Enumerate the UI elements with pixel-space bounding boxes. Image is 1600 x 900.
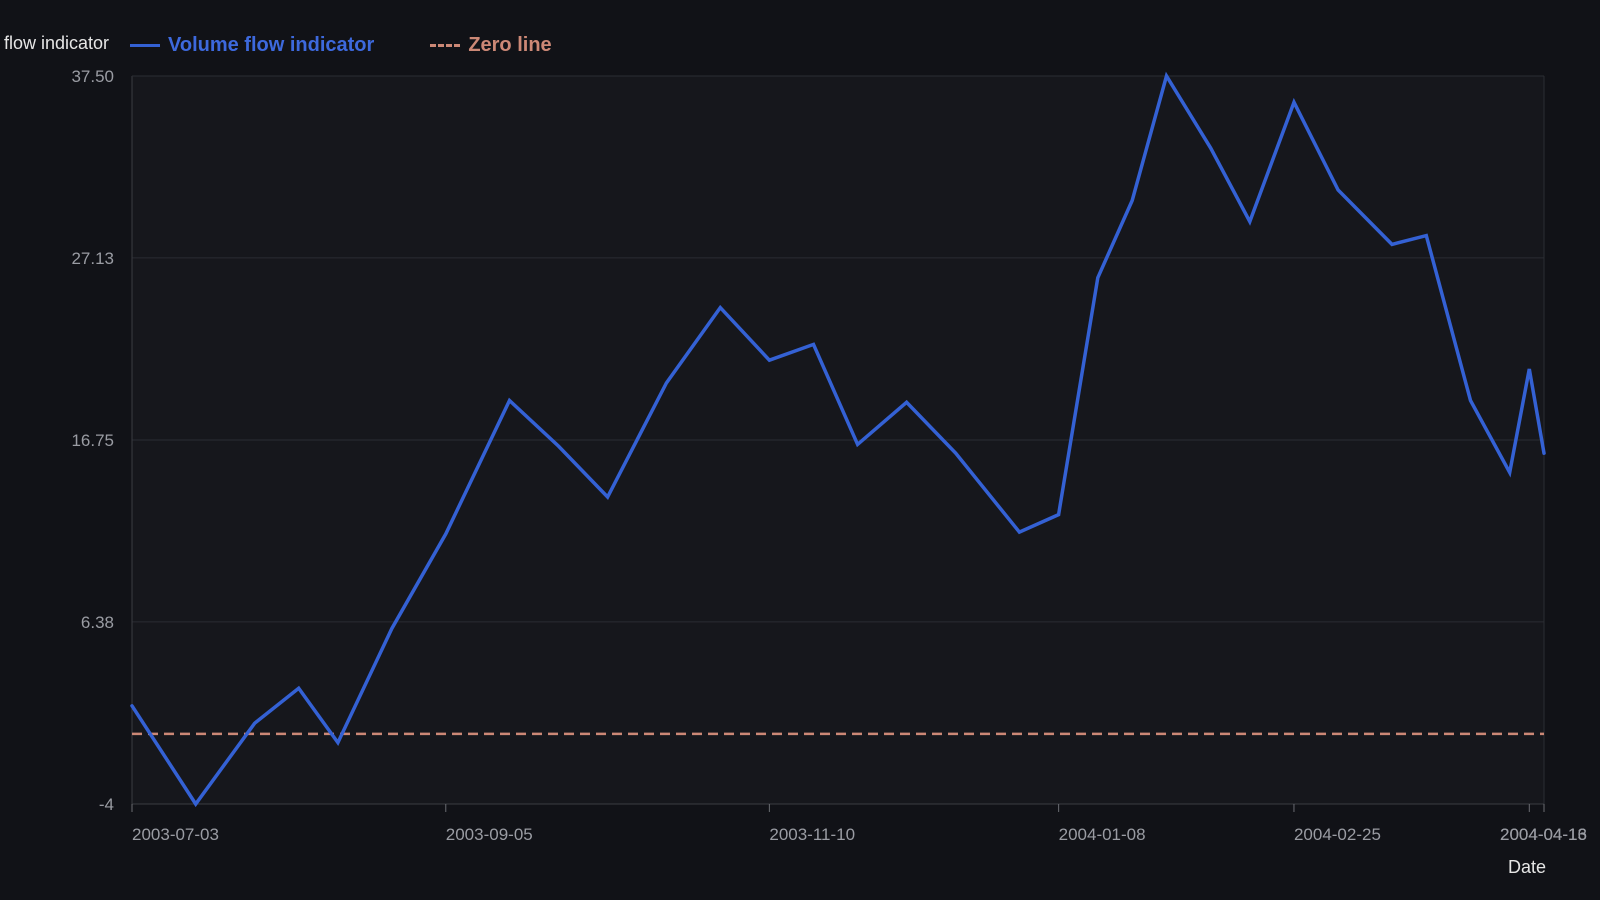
legend-label-volume: Volume flow indicator [168, 34, 375, 56]
volume-flow-line [130, 71, 1546, 808]
y-tick-label: 6.38 [81, 613, 114, 632]
x-tick-label: 2003-09-05 [446, 825, 533, 844]
x-tick-label: 2004-04-16 [1500, 825, 1587, 844]
y-tick-label: 16.75 [71, 431, 114, 450]
y-tick-label: 37.50 [71, 67, 114, 86]
x-tick-label: 2004-04-13 [1500, 825, 1587, 844]
legend: Volume flow indicator Zero line [130, 34, 552, 57]
legend-item-zero[interactable]: Zero line [430, 34, 552, 57]
x-tick-label: 2004-02-25 [1294, 825, 1381, 844]
legend-label-zero: Zero line [468, 34, 552, 56]
x-tick-label: 2003-07-03 [132, 825, 219, 844]
x-tick-label: 2004-01-08 [1059, 825, 1146, 844]
legend-swatch-dashed-line [430, 44, 461, 47]
legend-swatch-solid-line [130, 44, 160, 47]
y-axis-title: flow indicator [4, 33, 110, 53]
x-axis-title: Date [1507, 857, 1546, 877]
x-tick-label: 2003-11-10 [769, 825, 855, 844]
y-tick-label: -4 [99, 795, 114, 814]
legend-item-volume[interactable]: Volume flow indicator [130, 34, 374, 57]
y-tick-label: 27.13 [71, 249, 114, 268]
